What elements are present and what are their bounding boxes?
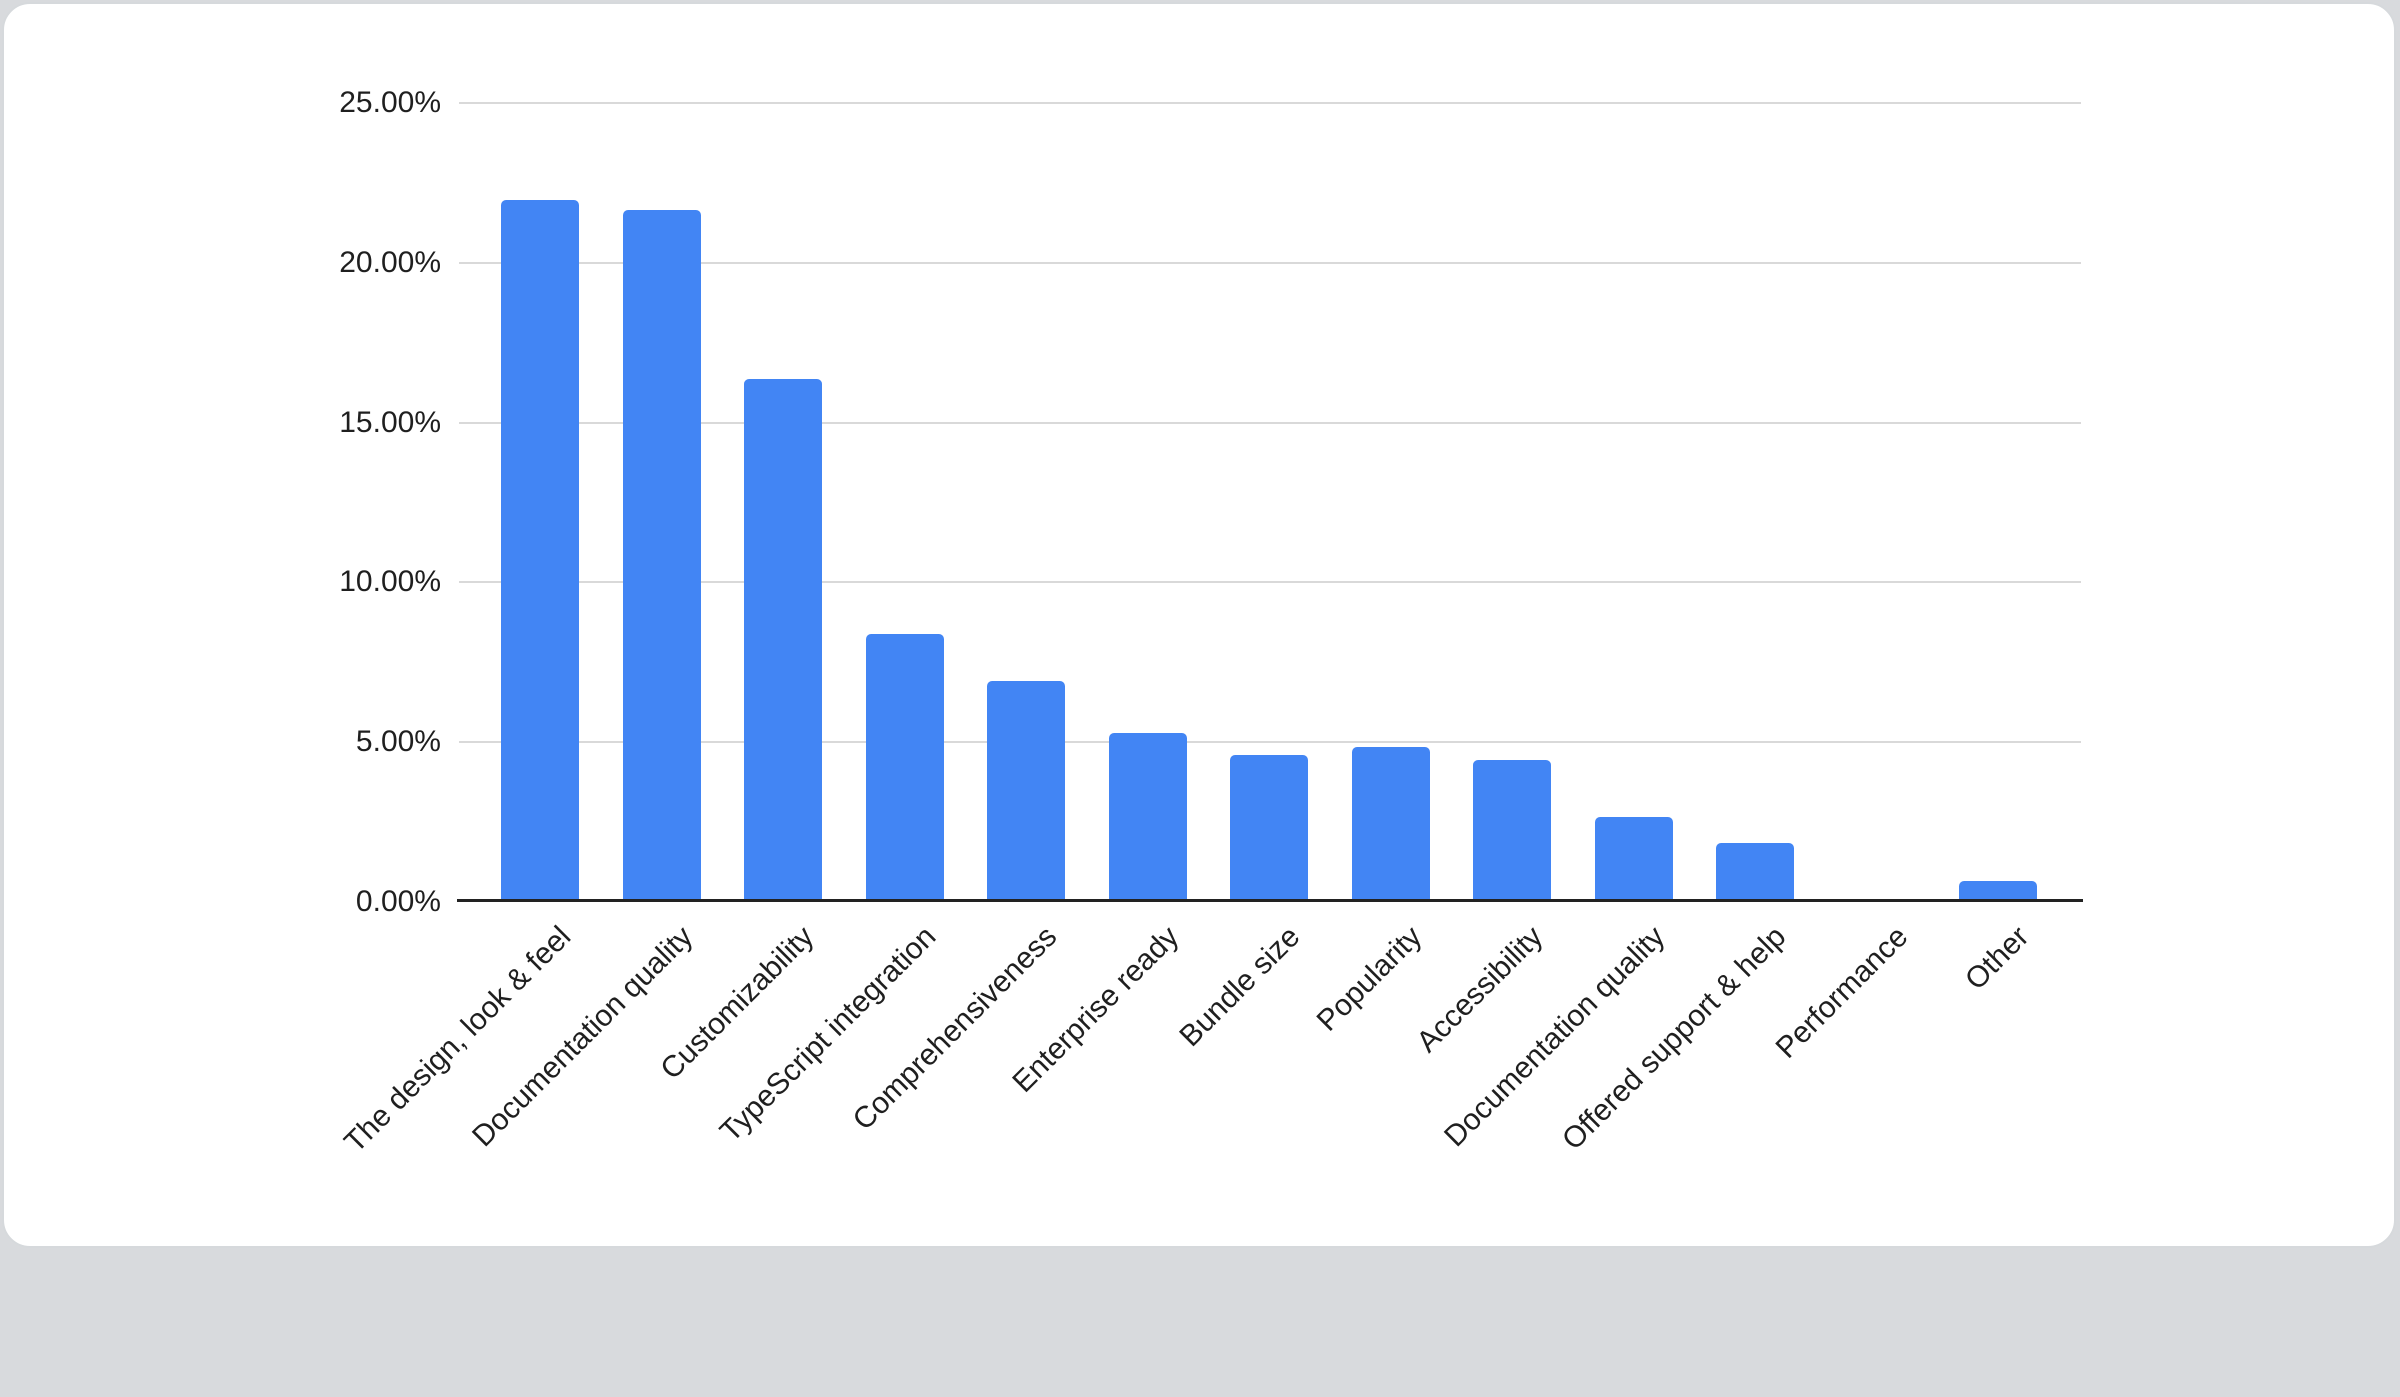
x-axis-category-label: Comprehensiveness	[846, 920, 1064, 1137]
y-axis-tick-label: 25.00%	[339, 86, 441, 119]
x-axis-category-label: Enterprise ready	[1005, 920, 1185, 1099]
gridline	[459, 741, 2081, 744]
y-axis-tick-label: 15.00%	[339, 405, 441, 439]
gridline	[459, 261, 2081, 264]
bar-8[interactable]	[1351, 746, 1430, 902]
x-axis-category-label: Documentation quality	[465, 920, 699, 1154]
bar-2[interactable]	[622, 210, 701, 902]
gridline	[459, 102, 2081, 104]
x-axis-category-label: TypeScript integration	[713, 920, 942, 1149]
y-axis-tick-label: 10.00%	[339, 565, 441, 599]
x-axis-category-label: Performance	[1769, 920, 1914, 1065]
y-axis-tick-label: 0.00%	[355, 885, 441, 918]
bar-chart: 0.00% 5.00% 10.00% 15.00% 20.00% 25.00% The de…	[4, 4, 2394, 1246]
x-axis-category-label: The design, look & feel	[338, 920, 578, 1160]
gridline	[459, 421, 2081, 424]
bar-9[interactable]	[1473, 759, 1551, 902]
gridline	[459, 581, 2081, 584]
chart-card: 0.00% 5.00% 10.00% 15.00% 20.00% 25.00% The de…	[2, 2, 2396, 1248]
bar-4[interactable]	[865, 633, 944, 902]
x-axis-category-label: Bundle size	[1173, 920, 1307, 1054]
bar-13[interactable]	[1959, 881, 2037, 902]
x-axis-line	[457, 899, 2083, 902]
bar-3[interactable]	[744, 379, 822, 902]
bar-10[interactable]	[1594, 817, 1673, 902]
y-axis-tick-label: 5.00%	[355, 725, 441, 759]
y-axis-tick-label: 20.00%	[339, 245, 441, 279]
x-axis-category-label: Customizability	[654, 920, 821, 1086]
x-axis-category-label: Other	[1958, 920, 2036, 997]
bar-1[interactable]	[501, 200, 579, 902]
x-axis-category-label: Accessibility	[1410, 920, 1550, 1059]
bar-5[interactable]	[987, 681, 1065, 902]
bar-11[interactable]	[1716, 842, 1794, 902]
x-axis-category-label: Offered support & help	[1555, 920, 1793, 1157]
bar-7[interactable]	[1230, 754, 1308, 902]
bar-6[interactable]	[1108, 732, 1187, 902]
x-axis-category-label: Popularity	[1310, 920, 1428, 1038]
x-axis-category-label: Documentation quality	[1437, 920, 1671, 1154]
